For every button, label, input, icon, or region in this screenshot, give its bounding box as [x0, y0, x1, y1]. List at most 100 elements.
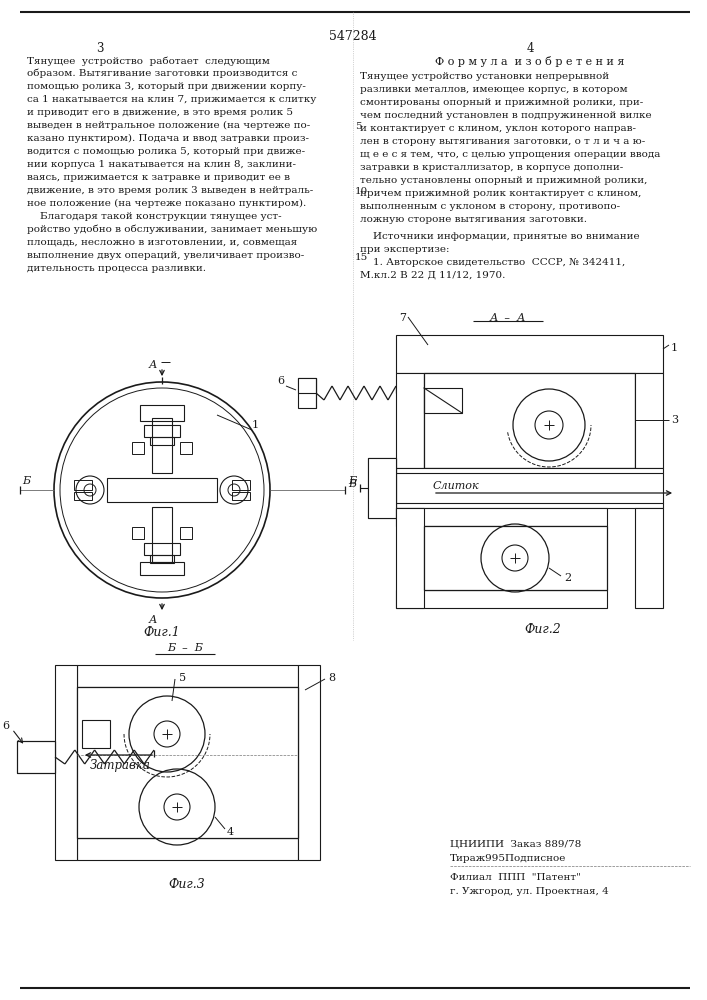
- Bar: [180, 442, 192, 454]
- Bar: [298, 378, 316, 408]
- Text: 1. Авторское свидетельство  СССР, № 342411,: 1. Авторское свидетельство СССР, № 34241…: [360, 258, 625, 267]
- Text: смонтированы опорный и прижимной ролики, при-: смонтированы опорный и прижимной ролики,…: [360, 98, 643, 107]
- Text: 1: 1: [252, 420, 259, 430]
- Text: выполнение двух операций, увеличивает произво-: выполнение двух операций, увеличивает пр…: [27, 251, 304, 260]
- Text: 7: 7: [399, 313, 407, 323]
- Text: помощью ролика 3, который при движении корпу-: помощью ролика 3, который при движении к…: [27, 82, 306, 91]
- Text: Филиал  ППП  "Патент": Филиал ППП "Патент": [450, 873, 581, 882]
- Text: Б  –  Б: Б – Б: [167, 643, 203, 653]
- Text: 6: 6: [2, 721, 9, 731]
- Bar: [77, 838, 298, 860]
- Text: 1: 1: [671, 343, 678, 353]
- Text: 2: 2: [564, 573, 571, 583]
- Text: тельно установлены опорный и прижимной ролики,: тельно установлены опорный и прижимной р…: [360, 176, 648, 185]
- Text: Ф о р м у л а  и з о б р е т е н и я: Ф о р м у л а и з о б р е т е н и я: [436, 56, 625, 67]
- Text: Б: Б: [348, 476, 356, 486]
- Bar: [152, 507, 172, 562]
- Bar: [17, 741, 55, 773]
- Bar: [144, 543, 180, 555]
- Text: Тираж995Подписное: Тираж995Подписное: [450, 854, 566, 863]
- Bar: [180, 527, 192, 539]
- Text: 3: 3: [671, 415, 678, 425]
- Text: г. Ужгород, ул. Проектная, 4: г. Ужгород, ул. Проектная, 4: [450, 887, 609, 896]
- Bar: [77, 665, 298, 687]
- Text: 4: 4: [526, 42, 534, 55]
- Text: образом. Вытягивание заготовки производится с: образом. Вытягивание заготовки производи…: [27, 69, 298, 79]
- Text: 15: 15: [355, 253, 368, 262]
- Bar: [424, 388, 462, 413]
- Bar: [150, 437, 174, 445]
- Text: и контактирует с клином, уклон которого направ-: и контактирует с клином, уклон которого …: [360, 124, 636, 133]
- Text: ваясь, прижимается к затравке и приводит ее в: ваясь, прижимается к затравке и приводит…: [27, 173, 290, 182]
- Text: А: А: [148, 615, 157, 625]
- Text: казано пунктиром). Подача и ввод затравки произ-: казано пунктиром). Подача и ввод затравк…: [27, 134, 309, 143]
- Bar: [107, 478, 217, 502]
- Bar: [132, 442, 144, 454]
- Text: при экспертизе:: при экспертизе:: [360, 245, 450, 254]
- Bar: [396, 503, 663, 508]
- Text: и приводит его в движение, в это время ролик 5: и приводит его в движение, в это время р…: [27, 108, 293, 117]
- Text: Фиг.1: Фиг.1: [144, 626, 180, 639]
- Bar: [232, 492, 250, 500]
- Bar: [132, 527, 144, 539]
- Text: дительность процесса разливки.: дительность процесса разливки.: [27, 264, 206, 273]
- Bar: [232, 480, 250, 490]
- Bar: [396, 508, 607, 526]
- Bar: [298, 378, 316, 393]
- Bar: [396, 335, 663, 373]
- Bar: [55, 665, 77, 860]
- Text: щ е е с я тем, что, с целью упрощения операции ввода: щ е е с я тем, что, с целью упрощения оп…: [360, 150, 660, 159]
- Text: Б: Б: [22, 476, 30, 486]
- Text: Затравка: Затравка: [90, 758, 151, 772]
- Text: 547284: 547284: [329, 30, 377, 43]
- Text: причем прижимной ролик контактирует с клином,: причем прижимной ролик контактирует с кл…: [360, 189, 641, 198]
- Text: ложную стороне вытягивания заготовки.: ложную стороне вытягивания заготовки.: [360, 215, 587, 224]
- Text: затравки в кристаллизатор, в корпусе дополни-: затравки в кристаллизатор, в корпусе доп…: [360, 163, 624, 172]
- Bar: [424, 526, 607, 590]
- Text: 8: 8: [328, 673, 335, 683]
- Text: площадь, несложно в изготовлении, и, совмещая: площадь, несложно в изготовлении, и, сов…: [27, 238, 297, 247]
- Bar: [298, 665, 320, 860]
- Text: Благодаря такой конструкции тянущее уст-: Благодаря такой конструкции тянущее уст-: [27, 212, 281, 221]
- Text: 5: 5: [355, 122, 361, 131]
- Bar: [17, 741, 55, 773]
- Text: 5: 5: [179, 673, 186, 683]
- Bar: [77, 687, 298, 838]
- Text: ройство удобно в обслуживании, занимает меньшую: ройство удобно в обслуживании, занимает …: [27, 225, 317, 234]
- Text: выполненным с уклоном в сторону, противопо-: выполненным с уклоном в сторону, противо…: [360, 202, 620, 211]
- Bar: [424, 373, 635, 468]
- Text: 10: 10: [355, 187, 368, 196]
- Text: Фиг.3: Фиг.3: [169, 878, 205, 891]
- Text: 3: 3: [96, 42, 104, 55]
- Bar: [396, 590, 607, 608]
- Bar: [368, 458, 396, 518]
- Text: са 1 накатывается на клин 7, прижимается к слитку: са 1 накатывается на клин 7, прижимается…: [27, 95, 316, 104]
- Text: А: А: [148, 360, 157, 370]
- Bar: [74, 492, 92, 500]
- Bar: [396, 373, 424, 468]
- Text: А  –  А: А – А: [490, 313, 526, 323]
- Text: Тянущее устройство установки непрерывной: Тянущее устройство установки непрерывной: [360, 72, 609, 81]
- Text: Б: Б: [348, 479, 356, 489]
- Text: ное положение (на чертеже показано пунктиром).: ное положение (на чертеже показано пункт…: [27, 199, 306, 208]
- Bar: [635, 508, 663, 608]
- Text: Слиток: Слиток: [433, 481, 479, 491]
- Text: чем последний установлен в подпружиненной вилке: чем последний установлен в подпружиненно…: [360, 111, 652, 120]
- Bar: [635, 373, 663, 468]
- Text: водится с помощью ролика 5, который при движе-: водится с помощью ролика 5, который при …: [27, 147, 305, 156]
- Text: 6: 6: [277, 376, 284, 386]
- Text: разливки металлов, имеющее корпус, в котором: разливки металлов, имеющее корпус, в кот…: [360, 85, 628, 94]
- Text: Источники информации, принятые во внимание: Источники информации, принятые во вниман…: [360, 232, 640, 241]
- Text: выведен в нейтральное положение (на чертеже по-: выведен в нейтральное положение (на черт…: [27, 121, 310, 130]
- Text: нии корпуса 1 накатывается на клин 8, заклини-: нии корпуса 1 накатывается на клин 8, за…: [27, 160, 296, 169]
- Text: Фиг.2: Фиг.2: [525, 623, 561, 636]
- Bar: [396, 468, 663, 473]
- Bar: [74, 480, 92, 490]
- Bar: [140, 405, 184, 421]
- Bar: [368, 458, 396, 518]
- Bar: [396, 508, 424, 608]
- Bar: [82, 720, 110, 748]
- Text: 4: 4: [227, 827, 234, 837]
- Bar: [150, 555, 174, 563]
- Bar: [140, 562, 184, 575]
